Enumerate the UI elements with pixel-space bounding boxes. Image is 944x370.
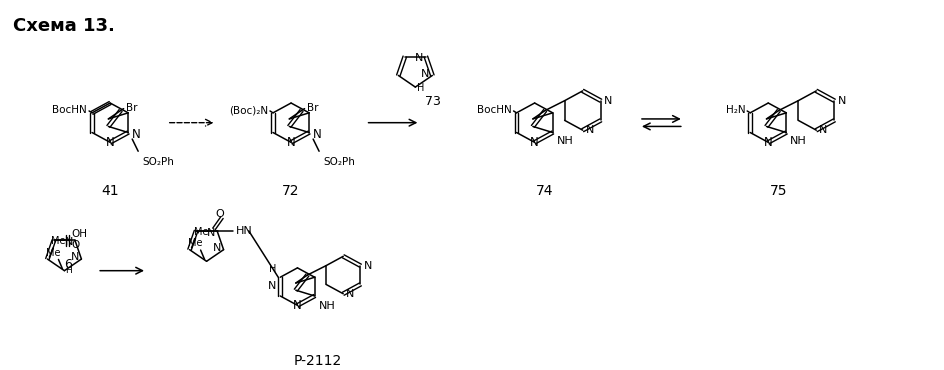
Text: Br: Br [306, 103, 318, 113]
Text: N: N [346, 289, 354, 299]
Text: H: H [416, 83, 424, 93]
Text: BocHN: BocHN [477, 105, 511, 115]
Text: N: N [132, 128, 141, 141]
Text: N: N [293, 299, 301, 312]
Text: N: N [267, 281, 276, 291]
Text: NH: NH [318, 301, 335, 311]
Text: O: O [215, 209, 224, 219]
Text: N: N [836, 96, 845, 106]
Text: N: N [363, 260, 371, 271]
Text: 41: 41 [101, 184, 119, 198]
Text: NH: NH [789, 136, 806, 146]
Text: NH: NH [556, 136, 573, 146]
Text: H: H [269, 265, 276, 275]
Text: N: N [530, 136, 538, 149]
Text: N: N [414, 53, 422, 64]
Text: 6: 6 [64, 258, 72, 270]
Text: (Boc)₂N: (Boc)₂N [228, 105, 268, 115]
Text: Me: Me [194, 226, 208, 236]
Text: N: N [64, 237, 73, 247]
Text: OH: OH [72, 229, 88, 239]
Text: N: N [71, 252, 79, 262]
Text: Me: Me [51, 236, 66, 246]
Text: Me: Me [188, 238, 202, 248]
Text: N: N [207, 228, 215, 238]
Text: N: N [585, 125, 594, 135]
Text: O: O [72, 240, 80, 250]
Text: N: N [213, 243, 222, 253]
Text: SO₂Ph: SO₂Ph [142, 157, 174, 167]
Text: 72: 72 [282, 184, 299, 198]
Text: Me: Me [46, 248, 60, 258]
Text: N: N [106, 136, 114, 149]
Text: 74: 74 [535, 184, 553, 198]
Text: Схема 13.: Схема 13. [12, 17, 114, 35]
Text: P-2112: P-2112 [293, 354, 341, 368]
Text: HN: HN [236, 226, 252, 236]
Text: 73: 73 [425, 95, 441, 108]
Text: SO₂Ph: SO₂Ph [323, 157, 355, 167]
Text: H: H [65, 266, 72, 275]
Text: N: N [286, 136, 295, 149]
Text: N: N [763, 136, 772, 149]
Text: N: N [603, 96, 612, 106]
Text: Br: Br [126, 103, 137, 113]
Text: H₂N: H₂N [725, 105, 745, 115]
Text: N: N [818, 125, 827, 135]
Text: N: N [312, 128, 322, 141]
Text: BocHN: BocHN [52, 105, 87, 115]
Text: N: N [421, 68, 429, 78]
Text: 75: 75 [768, 184, 786, 198]
